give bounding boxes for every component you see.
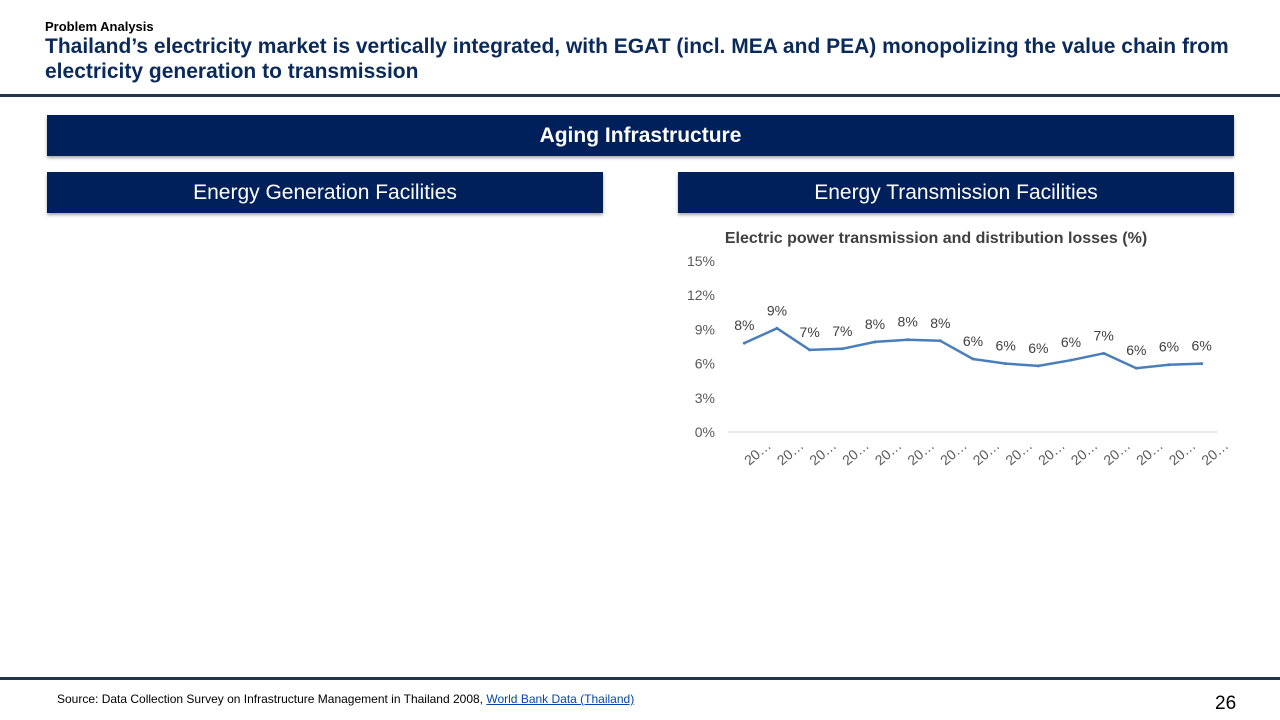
x-tick-label: 20… xyxy=(839,437,872,468)
source-link[interactable]: World Bank Data (Thailand) xyxy=(486,692,635,706)
chart-plot: 0% 3% 6% 9% 12% 15% 8% 9% 7% 7% 8% 8% 8% 6% 6% 6% 6% 7% 6%… xyxy=(687,253,1231,468)
data-label: 7% xyxy=(1094,327,1114,343)
source-text: Source: Data Collection Survey on Infras… xyxy=(57,692,487,706)
data-point xyxy=(1134,366,1138,370)
x-tick-label: 20… xyxy=(806,437,839,468)
data-label: 7% xyxy=(832,323,852,339)
data-label: 8% xyxy=(930,315,950,331)
x-tick-label: 20… xyxy=(741,437,774,468)
page-title: Thailand’s electricity market is vertica… xyxy=(45,35,1229,83)
x-tick-label: 20… xyxy=(1002,437,1035,468)
data-label: 9% xyxy=(767,302,787,318)
y-tick-label: 3% xyxy=(695,390,715,406)
data-point xyxy=(775,326,779,330)
data-label: 8% xyxy=(898,314,918,330)
data-label: 6% xyxy=(996,338,1016,354)
data-point xyxy=(906,338,910,342)
bottom-divider xyxy=(0,677,1280,680)
x-tick-label: 20… xyxy=(1100,437,1133,468)
y-tick-label: 6% xyxy=(695,356,715,372)
data-label: 6% xyxy=(1028,340,1048,356)
data-label: 6% xyxy=(1159,339,1179,355)
data-point xyxy=(873,340,877,344)
data-point xyxy=(938,339,942,343)
data-label: 6% xyxy=(963,333,983,349)
x-tick-label: 20… xyxy=(1133,437,1166,468)
x-tick-label: 20… xyxy=(1035,437,1068,468)
generation-panel-header: Energy Generation Facilities xyxy=(47,172,603,213)
section-kicker: Problem Analysis xyxy=(45,19,154,34)
data-point xyxy=(1036,364,1040,368)
chart-title: Electric power transmission and distribu… xyxy=(724,230,1148,247)
page-number: 26 xyxy=(1215,693,1237,714)
data-point xyxy=(742,341,746,345)
x-tick-label: 20… xyxy=(937,437,970,468)
x-tick-label: 20… xyxy=(774,437,807,468)
data-label: 8% xyxy=(734,317,754,333)
x-tick-label: 20… xyxy=(872,437,905,468)
data-point xyxy=(1102,351,1106,355)
data-point xyxy=(1200,362,1204,366)
x-tick-label: 20… xyxy=(1166,437,1199,468)
data-point xyxy=(1167,363,1171,367)
x-tick-label: 20… xyxy=(904,437,937,468)
aging-infrastructure-banner: Aging Infrastructure xyxy=(47,115,1234,156)
data-label: 6% xyxy=(1192,338,1212,354)
x-tick-label: 20… xyxy=(970,437,1003,468)
data-point xyxy=(840,347,844,351)
x-tick-label: 20… xyxy=(1068,437,1101,468)
data-point xyxy=(971,357,975,361)
data-label: 8% xyxy=(865,316,885,332)
x-tick-label: 20… xyxy=(1198,437,1231,468)
y-tick-label: 9% xyxy=(695,321,715,337)
data-label: 6% xyxy=(1061,334,1081,350)
data-point xyxy=(808,348,812,352)
transmission-panel-header: Energy Transmission Facilities xyxy=(678,172,1234,213)
data-point xyxy=(1004,362,1008,366)
y-tick-label: 0% xyxy=(695,424,715,440)
data-label: 7% xyxy=(800,324,820,340)
source-note: Source: Data Collection Survey on Infras… xyxy=(57,692,634,706)
y-tick-label: 12% xyxy=(687,287,715,303)
top-divider xyxy=(0,94,1280,97)
losses-chart: Electric power transmission and distribu… xyxy=(660,225,1240,475)
y-tick-label: 15% xyxy=(687,253,715,269)
data-point xyxy=(1069,358,1073,362)
data-label: 6% xyxy=(1126,342,1146,358)
